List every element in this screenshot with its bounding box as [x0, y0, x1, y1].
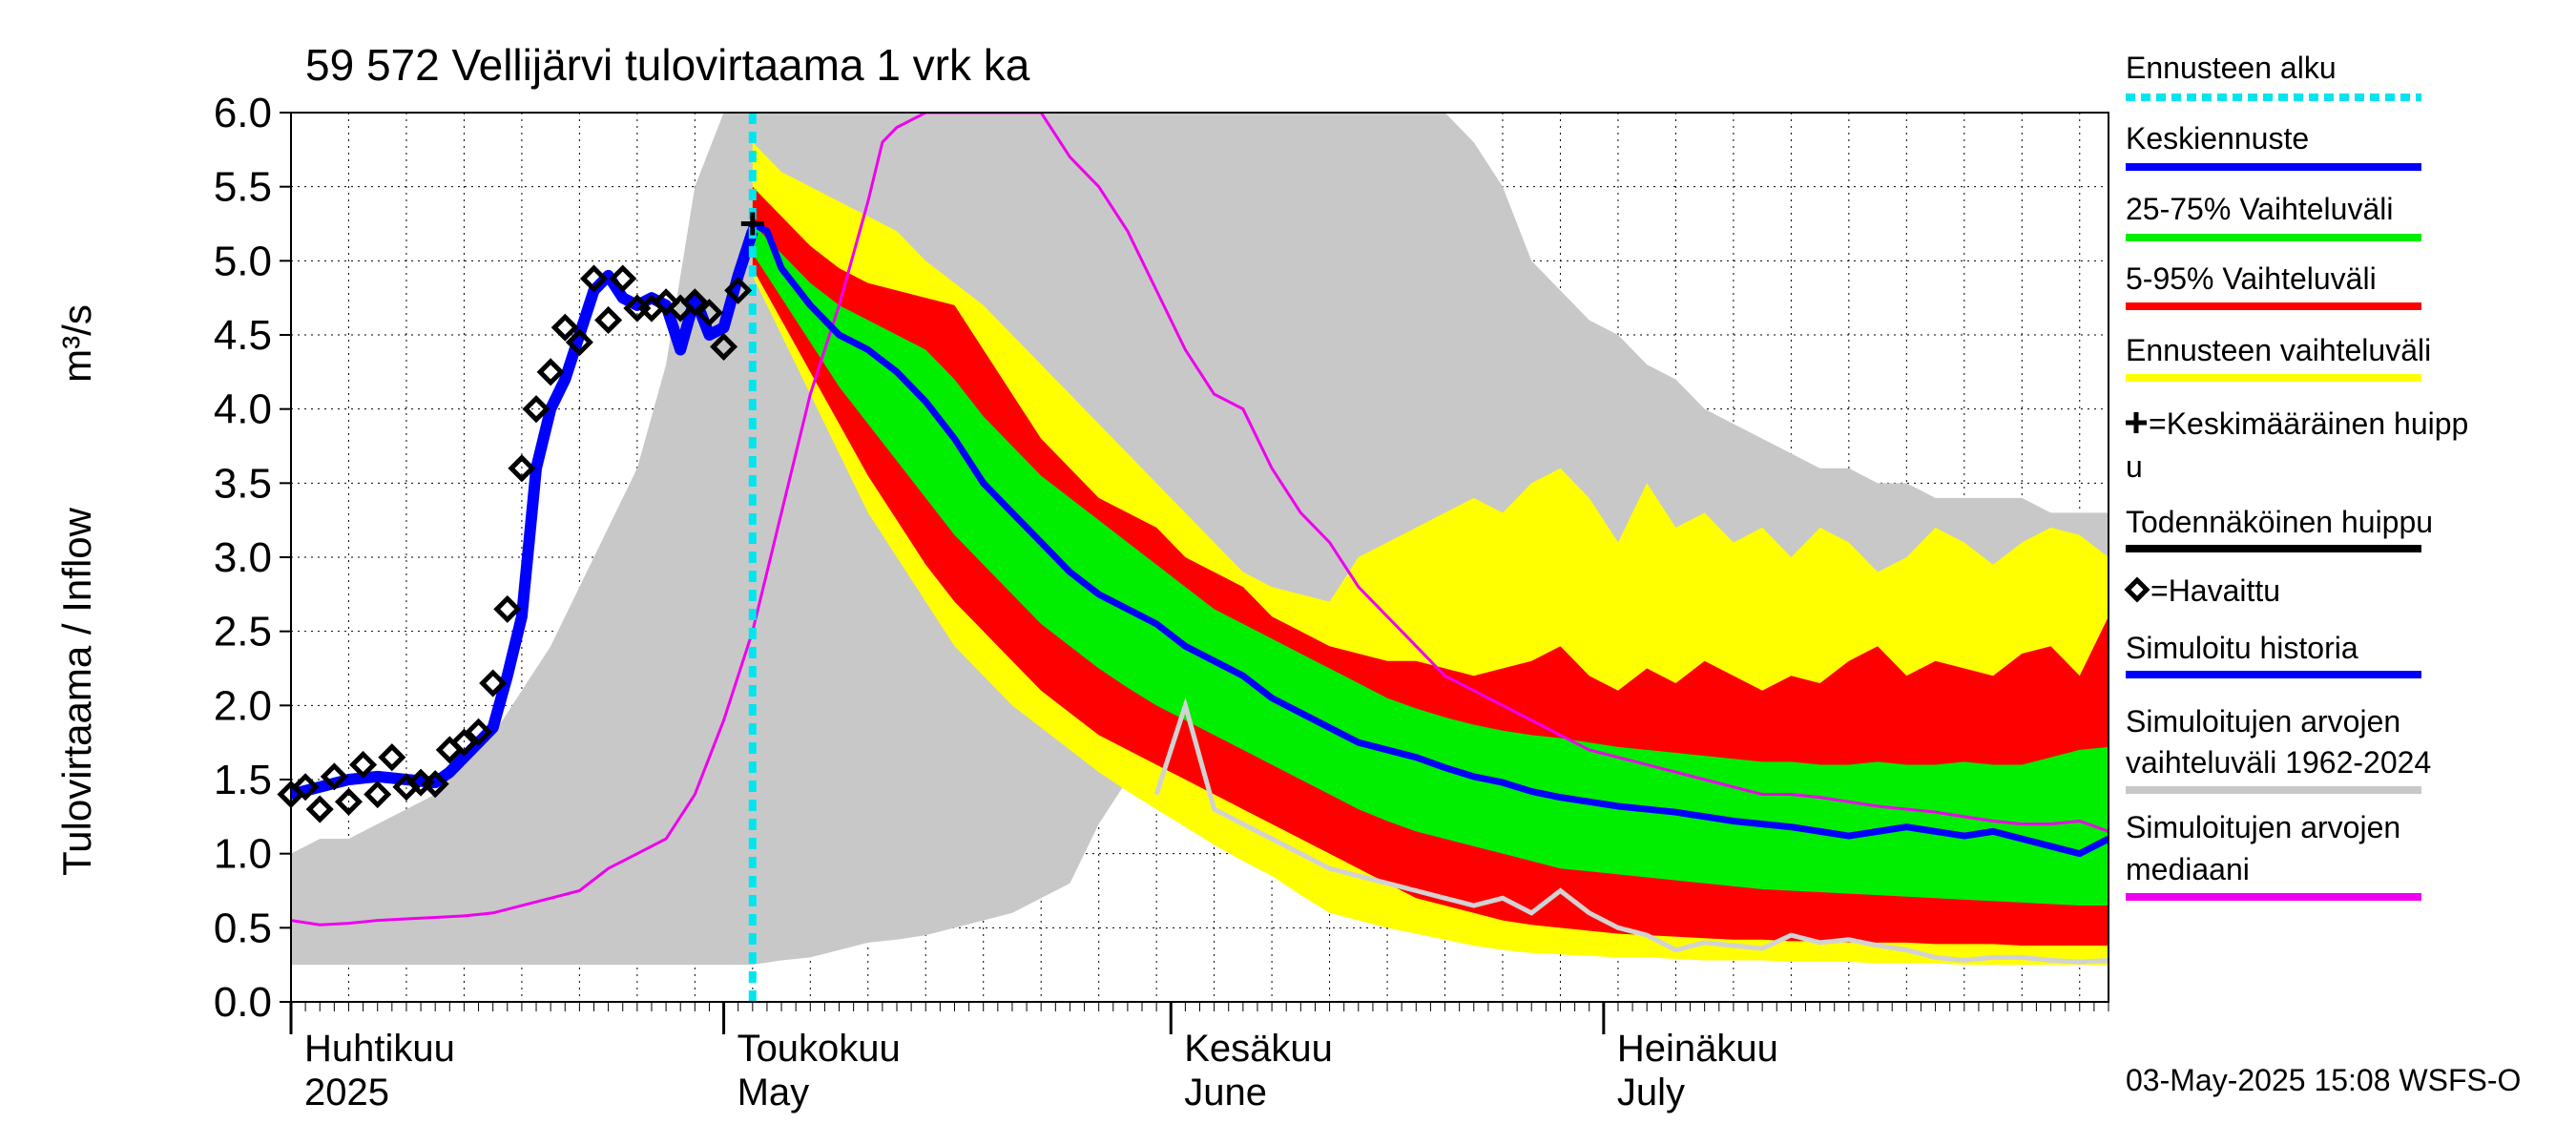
observed-point: [320, 762, 348, 791]
legend-label: Simuloitujen arvojen: [2126, 704, 2400, 739]
y-tick-label: 3.5: [214, 460, 272, 507]
band-5-95: [752, 186, 2109, 946]
observed-point: [378, 743, 406, 772]
observed-point: [522, 395, 551, 424]
y-axis-label-fi: Tulovirtaama / Inflow: [54, 507, 99, 876]
legend-diamond-icon: [2124, 576, 2150, 603]
legend-label-line2: mediaani: [2126, 852, 2250, 886]
line-median: [291, 113, 2109, 926]
y-ticks: 0.0 0.5 1.0 1.5 2.0 2.5 3.0 3.5 4.0 4.5 5.0 5.5 6.0: [214, 90, 291, 1026]
observed-point: [291, 773, 320, 802]
legend-label: =Havaittu: [2150, 573, 2280, 608]
observed-point: [551, 313, 579, 342]
observed-point: [334, 787, 364, 816]
y-axis-label-unit: m³/s: [54, 304, 99, 383]
legend-label: Keskiennuste: [2126, 121, 2309, 156]
observed-point: [465, 718, 493, 746]
x-month-sublabel: July: [1617, 1072, 1685, 1114]
legend-plus-icon: [2126, 412, 2147, 433]
legend-label: Simuloitu historia: [2126, 631, 2358, 665]
line-grey-trace: [1153, 697, 2109, 965]
mean-peak-marker: [740, 212, 764, 236]
chart-title: 59 572 Vellijärvi tulovirtaama 1 vrk ka: [305, 40, 1030, 90]
observed-point: [594, 305, 623, 335]
x-month-label: Huhtikuu: [304, 1028, 455, 1070]
observed-point: [724, 276, 753, 304]
y-tick-label: 5.0: [214, 238, 272, 284]
legend-label: Simuloitujen arvojen: [2126, 810, 2400, 844]
observed-point: [479, 669, 508, 697]
observed-point: [609, 264, 637, 293]
observed-point: [493, 594, 522, 623]
y-tick-label: 1.0: [214, 831, 272, 878]
y-tick-label: 2.5: [214, 609, 272, 656]
observed-point: [680, 288, 709, 317]
line-mean-forecast: [735, 220, 2109, 858]
legend: Ennusteen alku Keskiennuste 25-75% Vaihtel…: [2124, 51, 2468, 901]
y-axis-label: Tulovirtaama / Inflow m³/s: [54, 304, 99, 876]
lines: [291, 113, 2109, 1002]
observed-point: [695, 299, 723, 327]
y-tick-label: 6.0: [214, 90, 272, 136]
x-month-sublabel: June: [1184, 1072, 1267, 1114]
observed-point: [710, 332, 738, 361]
legend-label-line2: u: [2126, 449, 2143, 484]
observed-point: [536, 358, 565, 386]
legend-label: =Keskimääräinen huipp: [2149, 406, 2468, 441]
y-tick-label: 4.0: [214, 386, 272, 433]
y-tick-label: 3.0: [214, 534, 272, 581]
legend-label: 25-75% Vaihteluväli: [2126, 192, 2393, 226]
y-tick-label: 2.0: [214, 682, 272, 729]
x-month-sublabel: 2025: [304, 1072, 389, 1114]
legend-label: 5-95% Vaihteluväli: [2126, 261, 2377, 296]
legend-label: Todennäköinen huippu: [2126, 505, 2433, 539]
y-tick-label: 5.5: [214, 164, 272, 211]
observed-point: [579, 264, 609, 293]
observed-point: [652, 288, 680, 317]
legend-label-line2: vaihteluväli 1962-2024: [2126, 745, 2431, 780]
observed-point: [565, 328, 593, 357]
y-tick-label: 4.5: [214, 312, 272, 359]
x-month-label: Kesäkuu: [1184, 1028, 1333, 1070]
observed-point: [449, 728, 478, 757]
observed-point: [305, 795, 334, 823]
markers: [277, 212, 764, 823]
y-tick-label: 0.5: [214, 905, 272, 951]
observed-point: [364, 780, 392, 809]
x-month-label: Heinäkuu: [1617, 1028, 1778, 1070]
observed-point: [508, 454, 536, 483]
y-tick-label: 0.0: [214, 979, 272, 1026]
line-simulated-history: [291, 229, 758, 801]
observed-point: [349, 750, 378, 780]
x-month-label: Toukokuu: [737, 1028, 901, 1070]
legend-label: Ennusteen vaihteluväli: [2126, 333, 2431, 367]
legend-label: Ennusteen alku: [2126, 51, 2337, 85]
y-tick-label: 1.5: [214, 757, 272, 803]
observed-point: [421, 770, 449, 799]
timestamp: 03-May-2025 15:08 WSFS-O: [2126, 1063, 2521, 1097]
plot-area: [277, 112, 2109, 1003]
x-month-sublabel: May: [737, 1072, 810, 1114]
